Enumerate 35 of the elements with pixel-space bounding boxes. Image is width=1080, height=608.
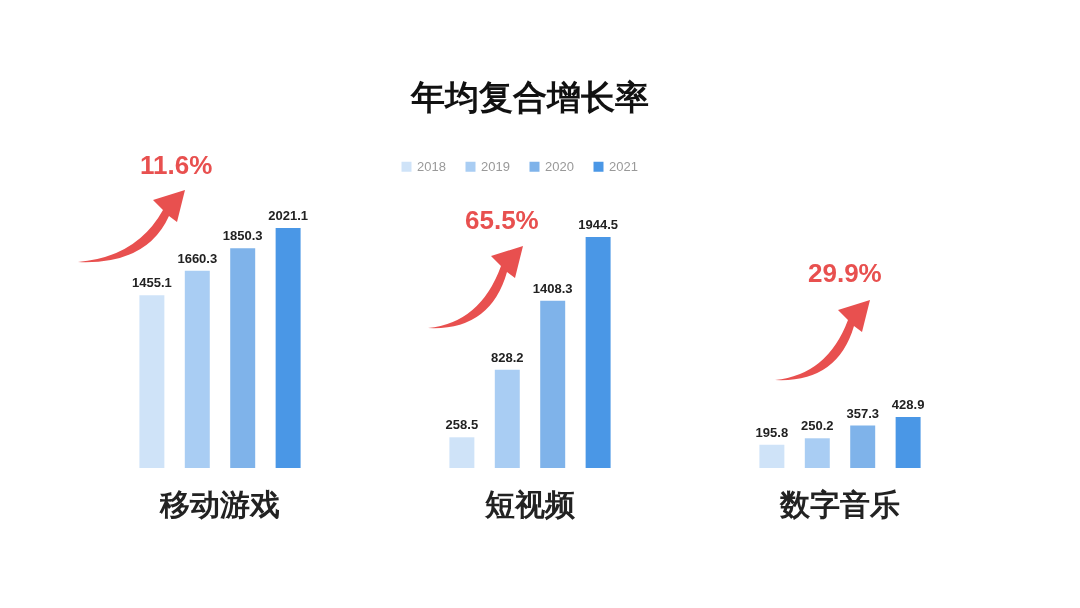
bar xyxy=(139,295,165,468)
bar xyxy=(540,300,566,468)
data-label: 828.2 xyxy=(491,349,524,365)
bar xyxy=(184,270,210,468)
data-label: 1660.3 xyxy=(177,250,218,266)
annotation: 29.9% xyxy=(808,258,882,289)
data-label: 2021.1 xyxy=(268,208,308,223)
data-label: 1408.3 xyxy=(532,280,573,296)
legend-label: 2018 xyxy=(417,158,446,174)
data-label: 258.5 xyxy=(445,417,479,433)
legend-label: 2019 xyxy=(481,158,510,174)
x-tick-label: 短视频 xyxy=(484,487,575,521)
data-label: 1944.5 xyxy=(578,217,618,233)
bar xyxy=(449,437,475,468)
bar xyxy=(804,438,830,468)
bar xyxy=(585,237,611,468)
annotation: 65.5% xyxy=(465,205,539,236)
x-tick-label: 移动游戏 xyxy=(159,487,280,521)
data-label: 195.8 xyxy=(755,424,789,440)
legend-label: 2021 xyxy=(609,158,638,174)
bar xyxy=(275,228,301,468)
chart-title: 年均复合增长率 xyxy=(410,78,649,116)
data-label: 250.2 xyxy=(801,418,834,434)
bar xyxy=(759,444,785,468)
legend-label: 2020 xyxy=(545,158,574,174)
bar xyxy=(895,417,921,468)
x-tick-label: 数字音乐 xyxy=(779,487,900,521)
data-label: 1455.1 xyxy=(132,275,172,291)
bar xyxy=(494,369,520,468)
data-label: 357.3 xyxy=(846,405,879,421)
data-label: 428.9 xyxy=(891,397,925,413)
bar xyxy=(850,425,876,468)
text: 11.6% xyxy=(140,150,213,181)
data-label: 1850.3 xyxy=(222,228,263,244)
bar xyxy=(230,248,256,468)
